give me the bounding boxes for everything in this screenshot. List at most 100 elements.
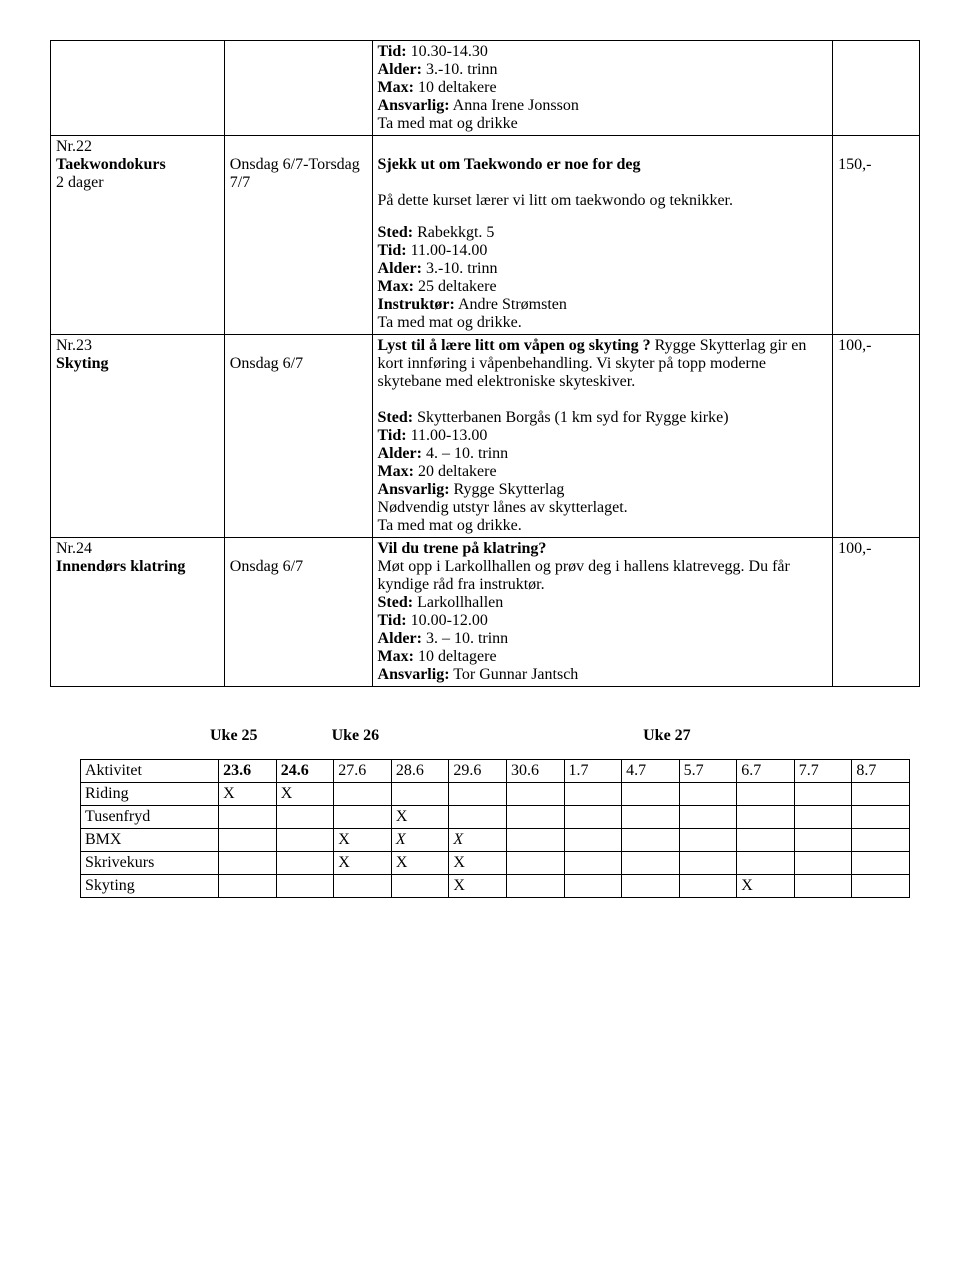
schedule-cell: X: [334, 829, 392, 852]
label-tid: Tid:: [378, 427, 407, 444]
schedule-cell: [449, 783, 507, 806]
schedule-cell: [276, 806, 334, 829]
activity-date: Onsdag 6/7: [230, 558, 367, 576]
label-sted: Sted:: [378, 224, 414, 241]
label-max: Max:: [378, 79, 414, 96]
schedule-cell: [852, 829, 910, 852]
schedule-cell: [737, 783, 795, 806]
schedule-cell: X: [449, 829, 507, 852]
schedule-header-row: Aktivitet23.624.627.628.629.630.61.74.75…: [81, 760, 910, 783]
schedule-cell: [334, 806, 392, 829]
schedule-cell: X: [219, 783, 277, 806]
label-tid: Tid:: [378, 43, 407, 60]
note: Ta med mat og drikke.: [378, 517, 828, 535]
label-max: Max:: [378, 278, 414, 295]
schedule-cell: [794, 783, 852, 806]
schedule-cell: [334, 875, 392, 898]
schedule-activity-name: BMX: [81, 829, 219, 852]
activity-intro: På dette kurset lærer vi litt om taekwon…: [378, 192, 828, 210]
schedule-cell: [679, 783, 737, 806]
label-alder: Alder:: [378, 630, 422, 647]
schedule-row: RidingXX: [81, 783, 910, 806]
label-ansvarlig: Ansvarlig:: [378, 97, 450, 114]
value: Tor Gunnar Jantsch: [453, 666, 578, 683]
schedule-cell: [564, 783, 622, 806]
schedule-cell: [794, 829, 852, 852]
activity-date: Onsdag 6/7: [230, 355, 367, 373]
activity-title: Innendørs klatring: [56, 558, 219, 576]
value: 10.30-14.30: [411, 43, 488, 60]
label-max: Max:: [378, 648, 414, 665]
activity-headline: Sjekk ut om Taekwondo er noe for deg: [378, 156, 828, 174]
value: 25 deltakere: [418, 278, 497, 295]
value: Andre Strømsten: [458, 296, 567, 313]
label-alder: Alder:: [378, 260, 422, 277]
table-row: Nr.22 Taekwondokurs 2 dager Onsdag 6/7-T…: [51, 136, 920, 335]
schedule-cell: X: [276, 783, 334, 806]
label-sted: Sted:: [378, 594, 414, 611]
value: 4. – 10. trinn: [426, 445, 508, 462]
week-header: Uke 25 Uke 26 Uke 27: [50, 727, 920, 745]
schedule-row: BMXXXX: [81, 829, 910, 852]
schedule-cell: [737, 829, 795, 852]
schedule-cell: [564, 875, 622, 898]
note: Nødvendig utstyr lånes av skytterlaget.: [378, 499, 828, 517]
schedule-cell: [794, 852, 852, 875]
schedule-cell: [276, 852, 334, 875]
schedule-cell: [622, 852, 680, 875]
label-tid: Tid:: [378, 612, 407, 629]
label-ansvarlig: Ansvarlig:: [378, 666, 450, 683]
schedule-cell: [622, 875, 680, 898]
value: 3.-10. trinn: [426, 260, 498, 277]
schedule-cell: [506, 875, 564, 898]
schedule-header-date: 6.7: [737, 760, 795, 783]
schedule-cell: [219, 806, 277, 829]
schedule-cell: [679, 875, 737, 898]
schedule-cell: [852, 783, 910, 806]
schedule-header-date: 28.6: [391, 760, 449, 783]
activity-headline: Vil du trene på klatring?: [378, 540, 828, 558]
schedule-cell: X: [334, 852, 392, 875]
schedule-cell: [506, 783, 564, 806]
activity-title: Skyting: [56, 355, 219, 373]
week-label: Uke 27: [643, 727, 691, 745]
schedule-cell: [737, 852, 795, 875]
schedule-header-date: 7.7: [794, 760, 852, 783]
table-row: Tid: 10.30-14.30 Alder: 3.-10. trinn Max…: [51, 41, 920, 136]
schedule-cell: [564, 829, 622, 852]
schedule-header-date: 27.6: [334, 760, 392, 783]
value: 11.00-14.00: [411, 242, 488, 259]
label-alder: Alder:: [378, 61, 422, 78]
schedule-header-date: 29.6: [449, 760, 507, 783]
activity-id: Nr.24: [56, 540, 219, 558]
value: 3. – 10. trinn: [426, 630, 508, 647]
schedule-cell: X: [449, 875, 507, 898]
schedule-activity-name: Tusenfryd: [81, 806, 219, 829]
schedule-cell: [852, 852, 910, 875]
label-ansvarlig: Ansvarlig:: [378, 481, 450, 498]
value: 11.00-13.00: [411, 427, 488, 444]
schedule-cell: [219, 852, 277, 875]
value: Rabekkgt. 5: [417, 224, 494, 241]
schedule-header-date: 1.7: [564, 760, 622, 783]
activity-headline: Lyst til å lære litt om våpen og skyting…: [378, 337, 651, 354]
value: 10.00-12.00: [411, 612, 488, 629]
schedule-header-date: 24.6: [276, 760, 334, 783]
schedule-cell: [622, 806, 680, 829]
schedule-row: SkytingXX: [81, 875, 910, 898]
label-max: Max:: [378, 463, 414, 480]
value: 10 deltakere: [418, 79, 497, 96]
label-sted: Sted:: [378, 409, 414, 426]
schedule-table: Aktivitet23.624.627.628.629.630.61.74.75…: [80, 759, 910, 898]
schedule-cell: [564, 852, 622, 875]
schedule-cell: [679, 829, 737, 852]
value: 10 deltagere: [418, 648, 497, 665]
schedule-header-date: 8.7: [852, 760, 910, 783]
week-label: Uke 25: [210, 727, 258, 745]
schedule-cell: [622, 829, 680, 852]
schedule-cell: [219, 875, 277, 898]
activity-id: Nr.23: [56, 337, 219, 355]
activity-title: Taekwondokurs: [56, 156, 219, 174]
activity-price: 100,-: [833, 538, 920, 687]
schedule-cell: X: [391, 806, 449, 829]
